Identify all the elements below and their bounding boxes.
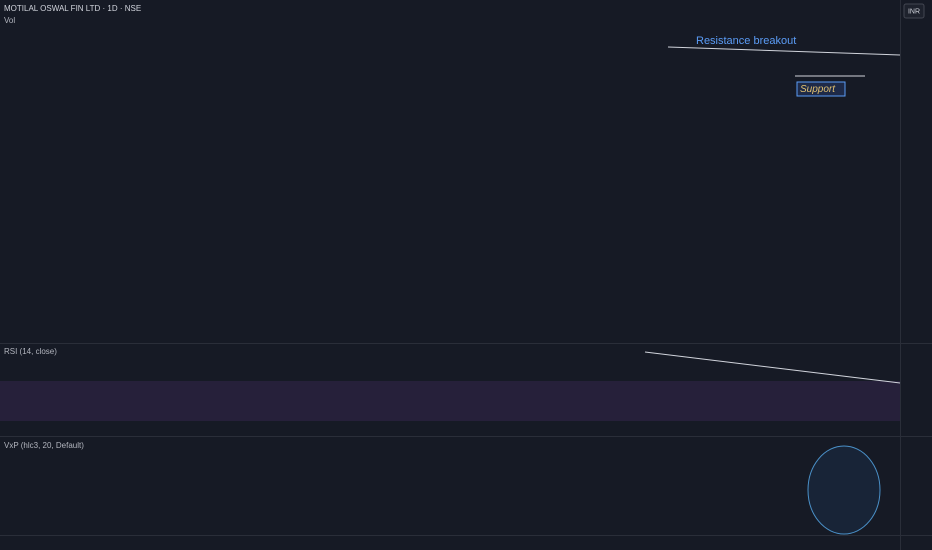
annotation: Resistance breakout [696,35,796,47]
annotation: Support [800,84,836,95]
chart-title: MOTILAL OSWAL FIN LTD · 1D · NSE [4,4,141,13]
annotation-box [796,81,846,97]
highlight-circle [807,445,881,535]
rsi-band [0,381,900,421]
resistance-line [667,46,901,56]
rsi-title: RSI (14, close) [4,347,57,356]
currency[interactable]: INR [908,8,920,15]
rsi-trendline [644,351,901,384]
vxp-title: VxP (hlc3, 20, Default) [4,441,84,450]
volume-label: Vol [4,16,15,25]
currency-box[interactable] [903,3,925,19]
